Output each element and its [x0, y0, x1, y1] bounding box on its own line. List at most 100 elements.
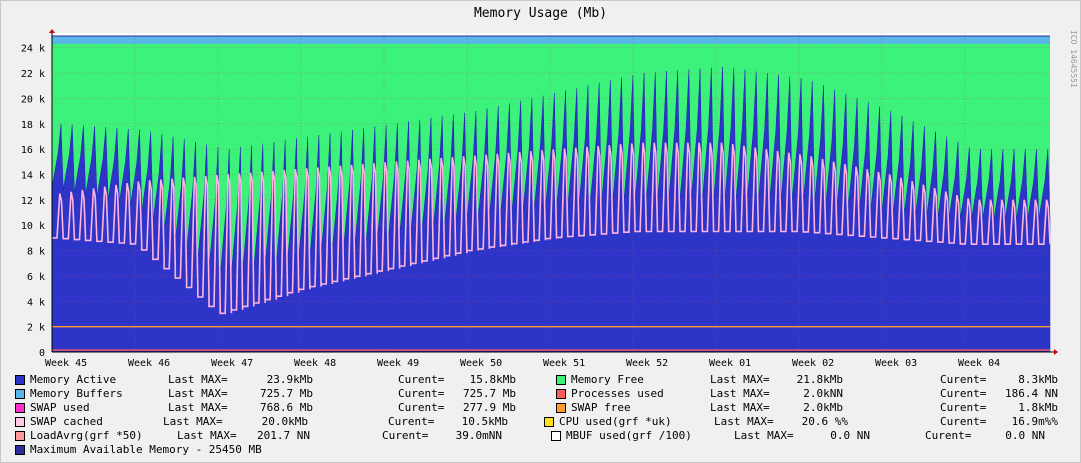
legend-label-memory-buffers: Memory Buffers	[30, 387, 123, 400]
legend-row: Memory Buffers Last MAX= 725.7 Mb Curent…	[0, 387, 1081, 401]
y-tick-label: 16 k	[21, 145, 45, 156]
x-axis-arrow	[1054, 349, 1058, 355]
legend-swatch-memory-buffers	[15, 389, 25, 399]
legend-curent-cpu-used: 16.9m%%	[1011, 415, 1058, 428]
legend-lastmax-memory-buffers: 725.7 Mb	[260, 387, 313, 400]
legend-curent-memory-buffers: 725.7 Mb	[463, 387, 516, 400]
legend-lastmax-text: Last MAX=	[710, 373, 770, 386]
legend-lastmax-processes-used: 2.0kNN	[803, 387, 843, 400]
legend-lastmax-memory-free: 21.8kMb	[796, 373, 843, 386]
x-tick-label: Week 04	[958, 358, 1000, 369]
chart-axes: 0 2 k 4 k 6 k 8 k 10 k 12 k 14 k 16 k 18 k 20 k 22 …	[21, 29, 1058, 369]
legend-row: LoadAvrg(grf *50) Last MAX= 201.7 NN Cur…	[0, 429, 1081, 443]
legend-lastmax-mbuf-used: 0.0 NN	[830, 429, 870, 442]
y-tick-label: 20 k	[21, 94, 45, 105]
y-axis-arrow	[49, 29, 55, 33]
legend-label-swap-used: SWAP used	[30, 401, 90, 414]
x-tick-label: Week 49	[377, 358, 419, 369]
legend-row: Maximum Available Memory - 25450 MB	[0, 443, 1081, 457]
legend-label-memory-free: Memory Free	[571, 373, 644, 386]
legend-curent-mbuf-used: 0.0 NN	[1005, 429, 1045, 442]
x-tick-label: Week 48	[294, 358, 336, 369]
legend-curent-text: Curent=	[940, 373, 987, 386]
legend-lastmax-text: Last MAX=	[168, 373, 228, 386]
legend-curent-swap-free: 1.8kMb	[1018, 401, 1058, 414]
y-tick-label: 22 k	[21, 69, 45, 80]
legend-label-swap-free: SWAP free	[571, 401, 631, 414]
legend-lastmax-text: Last MAX=	[734, 429, 794, 442]
legend-curent-text: Curent=	[398, 387, 445, 400]
y-tick-label: 0	[39, 348, 45, 359]
y-tick-label: 18 k	[21, 120, 45, 131]
legend-row: SWAP used Last MAX= 768.6 Mb Curent= 277…	[0, 401, 1081, 415]
legend-label-swap-cached: SWAP cached	[30, 415, 103, 428]
legend-lastmax-text: Last MAX=	[714, 415, 774, 428]
legend-swatch-processes-used	[556, 389, 566, 399]
legend-curent-text: Curent=	[398, 373, 445, 386]
legend-curent-loadavrg: 39.0mNN	[455, 429, 502, 442]
x-tick-label: Week 47	[211, 358, 253, 369]
legend-label-max-available: Maximum Available Memory - 25450 MB	[30, 443, 262, 456]
legend-swatch-swap-free	[556, 403, 566, 413]
x-tick-label: Week 02	[792, 358, 834, 369]
legend-curent-text: Curent=	[940, 401, 987, 414]
legend-lastmax-swap-cached: 20.0kMb	[261, 415, 308, 428]
legend-label-mbuf-used: MBUF used(grf /100)	[566, 429, 692, 442]
legend-curent-processes-used: 186.4 NN	[1005, 387, 1058, 400]
legend-swatch-swap-used	[15, 403, 25, 413]
x-tick-label: Week 50	[460, 358, 502, 369]
y-tick-label: 10 k	[21, 221, 45, 232]
y-tick-label: 12 k	[21, 196, 45, 207]
legend-swatch-mbuf-used	[551, 431, 561, 441]
legend-lastmax-text: Last MAX=	[177, 429, 237, 442]
x-tick-label: Week 51	[543, 358, 585, 369]
legend-label-memory-active: Memory Active	[30, 373, 117, 386]
legend-swatch-loadavrg	[15, 431, 25, 441]
legend-label-loadavrg: LoadAvrg(grf *50)	[30, 429, 143, 442]
legend-swatch-memory-free	[556, 375, 566, 385]
legend-curent-text: Curent=	[398, 401, 445, 414]
legend-lastmax-text: Last MAX=	[710, 387, 770, 400]
x-tick-label: Week 45	[45, 358, 87, 369]
y-tick-label: 4 k	[27, 297, 45, 308]
legend-swatch-max-available	[15, 445, 25, 455]
side-watermark: ICO 14645551	[1069, 30, 1078, 88]
chart-lines	[52, 35, 1051, 351]
legend-curent-swap-used: 277.9 Mb	[463, 401, 516, 414]
legend-swatch-cpu-used	[544, 417, 554, 427]
y-tick-label: 2 k	[27, 323, 45, 334]
legend-lastmax-text: Last MAX=	[168, 387, 228, 400]
y-tick-label: 24 k	[21, 44, 45, 55]
legend-lastmax-cpu-used: 20.6 %%	[801, 415, 848, 428]
x-tick-label: Week 52	[626, 358, 668, 369]
legend-curent-swap-cached: 10.5kMb	[461, 415, 508, 428]
legend-lastmax-memory-active: 23.9kMb	[266, 373, 313, 386]
memory-chart: 0 2 k 4 k 6 k 8 k 10 k 12 k 14 k 16 k 18 k 20 k 22 …	[21, 29, 1058, 369]
x-tick-label: Week 03	[875, 358, 917, 369]
legend-label-cpu-used: CPU used(grf *uk)	[559, 415, 672, 428]
legend-lastmax-swap-used: 768.6 Mb	[260, 401, 313, 414]
legend-lastmax-text: Last MAX=	[710, 401, 770, 414]
legend-swatch-memory-active	[15, 375, 25, 385]
legend-curent-text: Curent=	[940, 387, 987, 400]
y-tick-label: 6 k	[27, 272, 45, 283]
legend-lastmax-text: Last MAX=	[168, 401, 228, 414]
y-tick-label: 14 k	[21, 170, 45, 181]
legend-curent-text: Curent=	[940, 415, 987, 428]
legend-lastmax-swap-free: 2.0kMb	[803, 401, 843, 414]
legend-curent-text: Curent=	[925, 429, 972, 442]
y-tick-label: 8 k	[27, 247, 45, 258]
legend-swatch-swap-cached	[15, 417, 25, 427]
x-tick-label: Week 46	[128, 358, 170, 369]
x-tick-label: Week 01	[709, 358, 751, 369]
legend-lastmax-loadavrg: 201.7 NN	[257, 429, 310, 442]
legend-label-processes-used: Processes used	[571, 387, 664, 400]
legend-curent-memory-active: 15.8kMb	[469, 373, 516, 386]
chart-title: Memory Usage (Mb)	[473, 6, 608, 21]
legend-lastmax-text: Last MAX=	[163, 415, 223, 428]
legend-curent-memory-free: 8.3kMb	[1018, 373, 1058, 386]
legend-curent-text: Curent=	[382, 429, 429, 442]
legend-row: Memory Active Last MAX= 23.9kMb Curent= …	[0, 373, 1081, 387]
legend-row: SWAP cached Last MAX= 20.0kMb Curent= 10…	[0, 415, 1081, 429]
chart-legend: Memory Active Last MAX= 23.9kMb Curent= …	[0, 372, 1081, 462]
